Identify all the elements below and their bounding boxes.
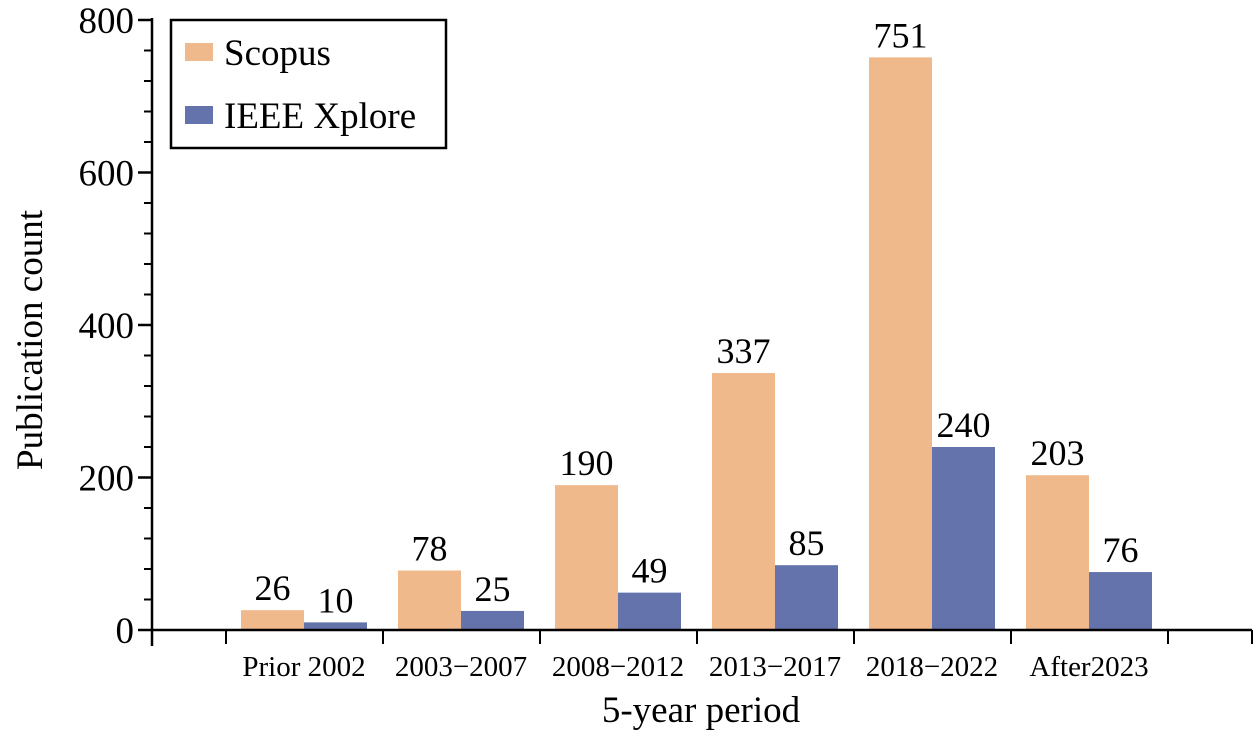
bar-ieee-4 [932,447,995,630]
y-tick-label-3: 600 [79,154,135,195]
x-tick-label-3: 2013−2017 [709,651,841,683]
bars-layer [241,57,1152,631]
bar-ieee-2 [618,592,681,630]
data-label-ieee-2: 49 [632,551,668,591]
bar-ieee-0 [304,622,367,630]
legend-swatch-0 [185,43,213,61]
data-label-scopus-5: 203 [1031,433,1085,473]
data-label-scopus-3: 337 [717,331,771,371]
x-tick-label-2: 2008−2012 [552,651,684,683]
bar-ieee-1 [461,610,524,630]
data-label-ieee-3: 85 [789,523,825,563]
data-labels-layer: 26 78 190 337 751 203 10 25 49 85 240 76 [255,15,1139,620]
y-tick-label-2: 400 [79,306,135,347]
x-tick-label-4: 2018−2022 [866,651,998,683]
data-label-ieee-1: 25 [475,569,511,609]
legend-label-0: Scopus [224,33,331,74]
axes-layer: 0 200 400 600 800 Prior 2002 2003−2007 2008−201… [79,1,1253,683]
bar-ieee-5 [1089,572,1152,630]
y-tick-label-4: 800 [79,1,135,42]
x-tick-label-5: After2023 [1029,651,1148,683]
x-axis-title: 5-year period [602,690,801,731]
data-label-scopus-4: 751 [874,15,928,55]
y-tick-label-1: 200 [79,459,135,500]
legend-swatch-1 [185,106,213,124]
bar-scopus-1 [398,570,461,630]
y-tick-label-0: 0 [116,611,135,652]
bar-scopus-3 [712,373,775,630]
bar-scopus-5 [1026,475,1089,630]
legend-box [169,18,448,150]
bar-scopus-4 [869,57,932,631]
data-label-ieee-4: 240 [937,405,991,445]
y-axis-title: Publication count [10,209,51,470]
legend: Scopus IEEE Xplore [169,18,448,150]
x-tick-label-0: Prior 2002 [242,651,365,683]
data-label-ieee-0: 10 [318,580,354,620]
x-tick-label-1: 2003−2007 [395,651,527,683]
bar-scopus-0 [241,610,304,630]
data-label-ieee-5: 76 [1103,530,1139,570]
data-label-scopus-1: 78 [412,529,448,569]
data-label-scopus-2: 190 [560,443,614,483]
bar-scopus-2 [555,485,618,630]
legend-label-1: IEEE Xplore [224,96,416,137]
data-label-scopus-0: 26 [255,568,291,608]
bar-ieee-3 [775,565,838,630]
